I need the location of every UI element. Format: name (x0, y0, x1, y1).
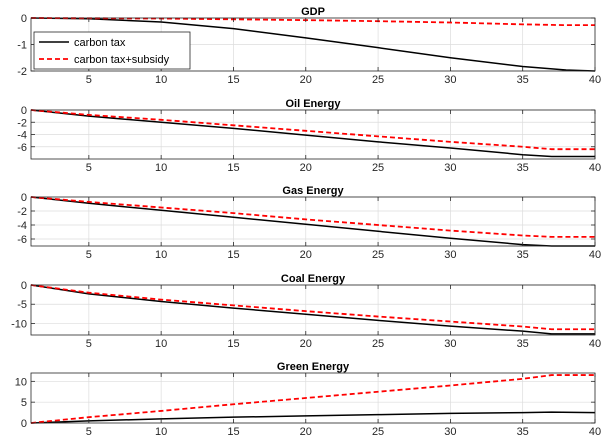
panel-title: Green Energy (277, 361, 350, 373)
y-tick-label: -2 (17, 117, 27, 129)
x-tick-label: 25 (372, 162, 384, 174)
x-tick-label: 20 (300, 426, 312, 438)
series-line-carbon-tax-subsidy (30, 196, 595, 238)
axes-box (30, 284, 596, 336)
x-tick-label: 20 (300, 338, 312, 350)
y-tick-label: 0 (21, 280, 27, 292)
chart-panel-2: 5 10 15 20 25 30 35 40 0 -2 -4 -6 Gas Energy (17, 185, 601, 261)
x-tick-label: 40 (589, 249, 601, 261)
y-tick-label: -4 (17, 220, 27, 232)
x-tick-label: 5 (86, 338, 92, 350)
y-tick-label: -6 (17, 142, 27, 154)
x-tick-label: 15 (227, 426, 239, 438)
panel-title: GDP (301, 6, 325, 18)
x-tick-label: 20 (300, 249, 312, 261)
y-tick-label: -4 (17, 130, 27, 142)
y-tick-label: -5 (17, 299, 27, 311)
axes-box (30, 372, 596, 424)
x-tick-label: 35 (517, 162, 529, 174)
x-tick-label: 25 (372, 249, 384, 261)
legend-label: carbon tax (74, 37, 126, 49)
y-tick-label: 0 (21, 13, 27, 25)
x-tick-label: 30 (444, 338, 456, 350)
x-tick-label: 35 (517, 426, 529, 438)
x-tick-label: 40 (589, 426, 601, 438)
x-tick-label: 15 (227, 249, 239, 261)
y-tick-label: -2 (17, 66, 27, 78)
x-tick-label: 35 (517, 338, 529, 350)
x-tick-label: 10 (155, 162, 167, 174)
series-line-carbon-tax-subsidy (30, 109, 595, 151)
y-tick-label: 0 (21, 192, 27, 204)
x-tick-label: 5 (86, 249, 92, 261)
x-tick-label: 30 (444, 162, 456, 174)
x-tick-label: 10 (155, 426, 167, 438)
panel-title: Coal Energy (281, 273, 346, 285)
x-tick-label: 25 (372, 338, 384, 350)
chart-panel-3: 5 10 15 20 25 30 35 40 0 -5 -10 Coal Energy (11, 273, 601, 350)
panel-title: Oil Energy (285, 98, 341, 110)
series-line-carbon-tax (30, 17, 596, 72)
legend-box (33, 31, 191, 70)
panel-title: Gas Energy (282, 185, 344, 197)
chart-panel-1: 5 10 15 20 25 30 35 40 0-2-4-6 Oil Energy (17, 98, 601, 174)
y-tick-label: 10 (15, 376, 27, 388)
x-tick-label: 20 (300, 162, 312, 174)
x-tick-label: 10 (155, 74, 167, 86)
x-tick-label: 20 (300, 74, 312, 86)
y-tick-label: -2 (17, 206, 27, 218)
x-tick-label: 30 (444, 74, 456, 86)
x-tick-label: 35 (517, 249, 529, 261)
series-line-carbon-tax-subsidy (30, 284, 595, 331)
y-tick-label: -6 (17, 234, 27, 246)
x-tick-label: 40 (589, 338, 601, 350)
series-line-carbon-tax (30, 109, 595, 158)
x-tick-label: 40 (589, 162, 601, 174)
plot-area (31, 285, 595, 335)
series-line-carbon-tax (30, 196, 595, 247)
legend-label: carbon tax+subsidy (74, 54, 170, 66)
axes-box (30, 196, 596, 247)
chart-panel-4: 5 10 15 20 25 30 35 40 0 5 10 Green Energy (15, 361, 601, 438)
x-tick-label: 5 (86, 74, 92, 86)
x-tick-label: 40 (589, 74, 601, 86)
y-tick-label: -10 (11, 318, 27, 330)
plot-area (31, 197, 595, 246)
x-tick-label: 15 (227, 162, 239, 174)
y-tick-label: -1 (17, 40, 27, 52)
series-line-carbon-tax (30, 411, 596, 424)
legend: carbon tax carbon tax+subsidy (33, 31, 191, 70)
x-tick-label: 25 (372, 426, 384, 438)
series-line-carbon-tax-subsidy (30, 374, 595, 424)
y-tick-label: 0 (21, 418, 27, 430)
y-tick-label: 0 (21, 105, 27, 117)
x-tick-label: 25 (372, 74, 384, 86)
series-line-carbon-tax (30, 284, 595, 335)
series-line-carbon-tax-subsidy (30, 17, 595, 27)
x-tick-label: 10 (155, 338, 167, 350)
x-tick-label: 30 (444, 249, 456, 261)
x-tick-label: 5 (86, 426, 92, 438)
y-tick-label: 5 (21, 397, 27, 409)
x-tick-label: 10 (155, 249, 167, 261)
x-tick-label: 30 (444, 426, 456, 438)
x-tick-label: 15 (227, 74, 239, 86)
x-tick-label: 15 (227, 338, 239, 350)
x-tick-label: 35 (517, 74, 529, 86)
x-tick-label: 5 (86, 162, 92, 174)
